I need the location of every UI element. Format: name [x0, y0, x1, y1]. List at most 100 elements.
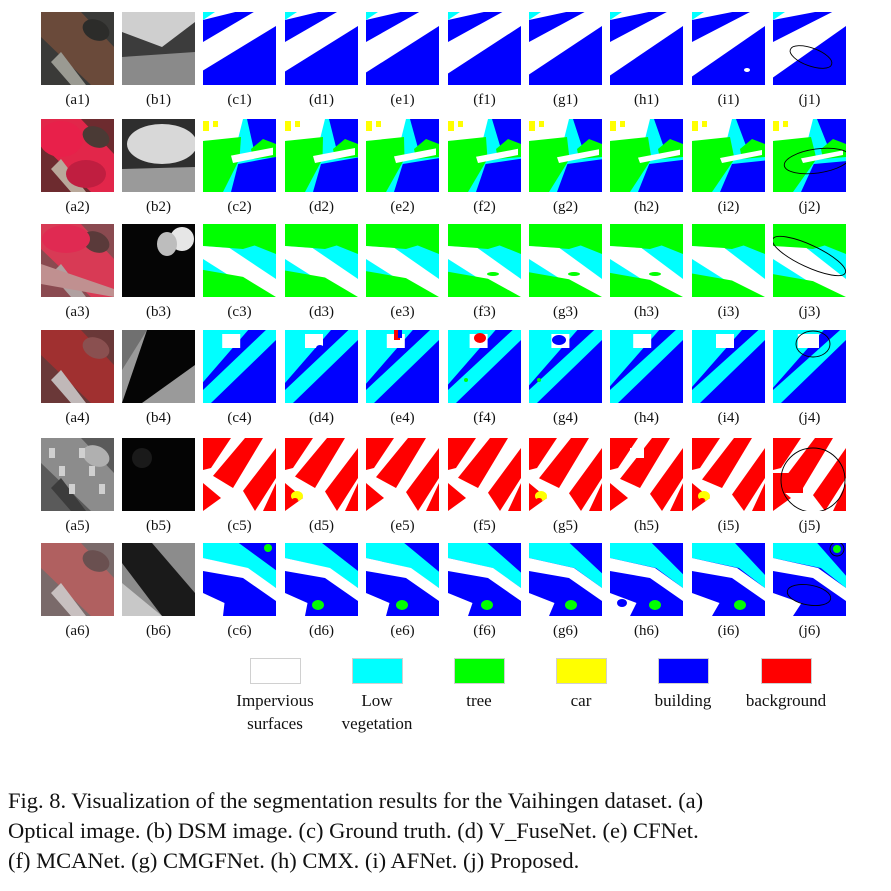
dsm-panel-r6 [122, 543, 195, 616]
figure-caption: Fig. 8. Visualization of the segmentatio… [8, 786, 888, 876]
panel-label: (i4) [717, 410, 740, 426]
panel-label: (c2) [227, 199, 252, 215]
optical-panel-r6 [41, 543, 114, 616]
panel-label: (j2) [798, 199, 821, 215]
afnet-panel-r5 [692, 438, 765, 511]
panel-label: (h4) [634, 410, 659, 426]
panel-label: (d6) [309, 623, 334, 639]
vfusenet-panel-r3 [285, 224, 358, 297]
panel-label: (j1) [798, 92, 821, 108]
vfusenet-panel-r5 [285, 438, 358, 511]
panel-label: (b6) [146, 623, 171, 639]
panel-label: (e2) [390, 199, 415, 215]
panel-label: (i6) [717, 623, 740, 639]
panel-label: (g2) [553, 199, 578, 215]
legend-label: Impervious [236, 691, 314, 710]
panel-label: (h6) [634, 623, 659, 639]
panel-label: (f2) [473, 199, 496, 215]
caption-line-1: Fig. 8. Visualization of the segmentatio… [8, 788, 704, 813]
cmx-panel-r1 [610, 12, 683, 85]
panel-label: (e3) [390, 304, 415, 320]
cmgfnet-panel-r1 [529, 12, 602, 85]
panel-label: (c3) [227, 304, 252, 320]
gt-panel-r4 [203, 330, 276, 403]
cmx-panel-r6 [610, 543, 683, 616]
panel-label: (j5) [798, 518, 821, 534]
legend-label: tree [466, 691, 492, 710]
gt-panel-r2 [203, 119, 276, 192]
mcanet-panel-r4 [448, 330, 521, 403]
gt-panel-r6 [203, 543, 276, 616]
legend-swatch [250, 658, 301, 684]
panel-label: (f3) [473, 304, 496, 320]
panel-label: (a2) [65, 199, 90, 215]
panel-label: (g6) [553, 623, 578, 639]
cmgfnet-panel-r2 [529, 119, 602, 192]
cmgfnet-panel-r3 [529, 224, 602, 297]
panel-label: (c4) [227, 410, 252, 426]
cfnet-panel-r2 [366, 119, 439, 192]
dsm-panel-r2 [122, 119, 195, 192]
panel-label: (e4) [390, 410, 415, 426]
cmx-panel-r3 [610, 224, 683, 297]
cmgfnet-panel-r5 [529, 438, 602, 511]
optical-panel-r5 [41, 438, 114, 511]
cfnet-panel-r3 [366, 224, 439, 297]
vfusenet-panel-r4 [285, 330, 358, 403]
panel-label: (e6) [390, 623, 415, 639]
panel-label: (e5) [390, 518, 415, 534]
panel-label: (f1) [473, 92, 496, 108]
panel-label: (d5) [309, 518, 334, 534]
panel-label: (e1) [390, 92, 415, 108]
panel-label: (d1) [309, 92, 334, 108]
panel-label: (f5) [473, 518, 496, 534]
mcanet-panel-r5 [448, 438, 521, 511]
panel-label: (d4) [309, 410, 334, 426]
proposed-panel-r5 [773, 438, 846, 511]
panel-label: (b5) [146, 518, 171, 534]
panel-label: (c6) [227, 623, 252, 639]
cmx-panel-r5 [610, 438, 683, 511]
legend-label: Low [361, 691, 393, 710]
cfnet-panel-r1 [366, 12, 439, 85]
cfnet-panel-r5 [366, 438, 439, 511]
cfnet-panel-r4 [366, 330, 439, 403]
panel-label: (g4) [553, 410, 578, 426]
afnet-panel-r3 [692, 224, 765, 297]
panel-label: (a3) [65, 304, 90, 320]
panel-label: (i2) [717, 199, 740, 215]
legend-swatch [761, 658, 812, 684]
panel-label: (j4) [798, 410, 821, 426]
mcanet-panel-r6 [448, 543, 521, 616]
legend-label: car [570, 691, 592, 710]
legend-swatch [556, 658, 607, 684]
cmgfnet-panel-r4 [529, 330, 602, 403]
legend-label-line2: vegetation [341, 714, 413, 733]
afnet-panel-r6 [692, 543, 765, 616]
vfusenet-panel-r6 [285, 543, 358, 616]
mcanet-panel-r2 [448, 119, 521, 192]
panel-label: (a1) [65, 92, 90, 108]
optical-panel-r3 [41, 224, 114, 297]
panel-label: (g5) [553, 518, 578, 534]
panel-label: (f4) [473, 410, 496, 426]
gt-panel-r5 [203, 438, 276, 511]
panel-label: (i5) [717, 518, 740, 534]
dsm-panel-r3 [122, 224, 195, 297]
cfnet-panel-r6 [366, 543, 439, 616]
panel-label: (h2) [634, 199, 659, 215]
legend-label: building [654, 691, 712, 710]
afnet-panel-r1 [692, 12, 765, 85]
legend-label: background [745, 691, 827, 710]
panel-label: (b3) [146, 304, 171, 320]
dsm-panel-r1 [122, 12, 195, 85]
afnet-panel-r2 [692, 119, 765, 192]
panel-label: (d2) [309, 199, 334, 215]
vfusenet-panel-r2 [285, 119, 358, 192]
gt-panel-r1 [203, 12, 276, 85]
mcanet-panel-r1 [448, 12, 521, 85]
panel-label: (b1) [146, 92, 171, 108]
panel-label: (g3) [553, 304, 578, 320]
optical-panel-r1 [41, 12, 114, 85]
legend-swatch [454, 658, 505, 684]
